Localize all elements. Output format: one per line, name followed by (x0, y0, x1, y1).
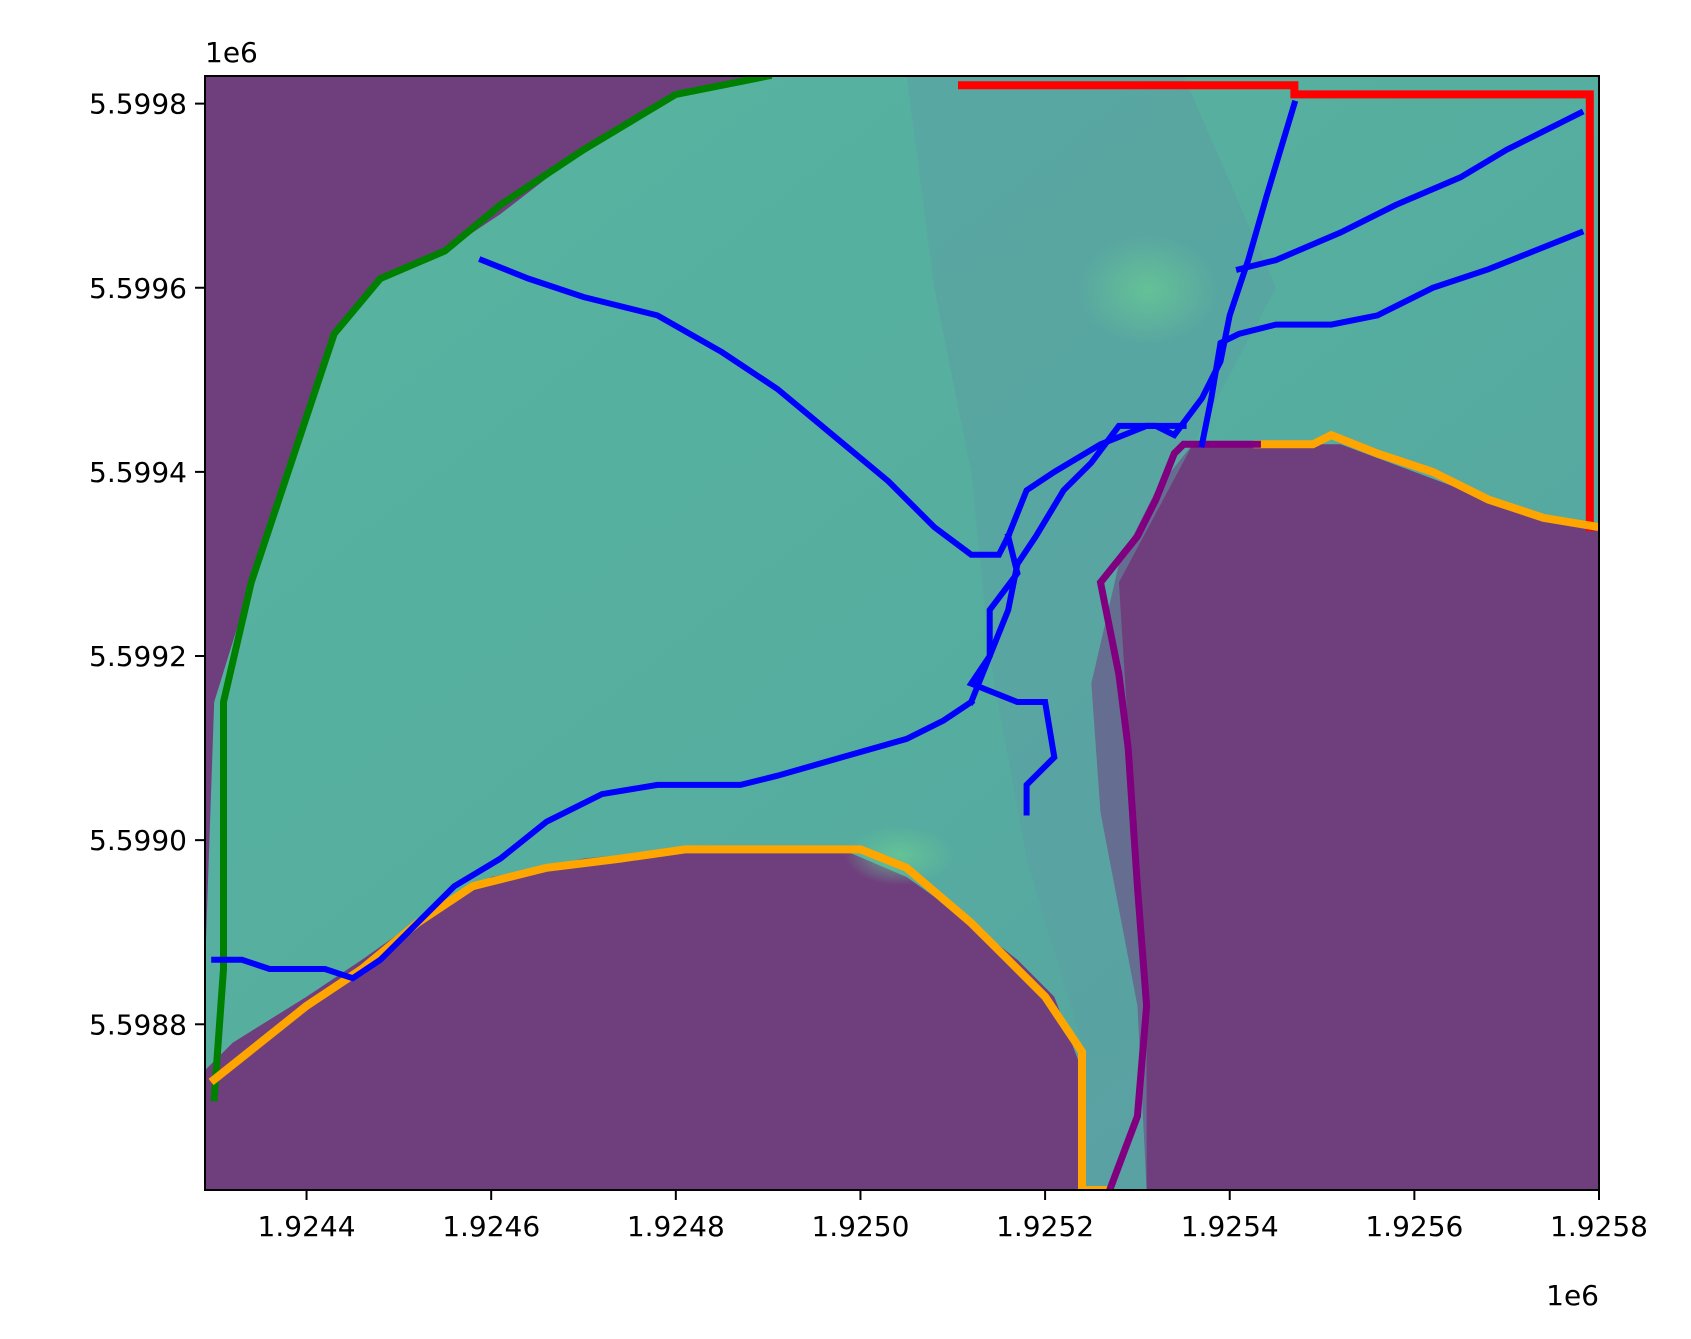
east-boundary-line (1096, 440, 1261, 1190)
channel-line (211, 697, 976, 982)
north-boundary (958, 81, 1594, 532)
west-boundary (210, 76, 773, 1102)
x-tick-label: 1.9244 (258, 1210, 356, 1243)
channel-line (1004, 422, 1187, 541)
x-tick-label: 1.9248 (627, 1210, 725, 1243)
y-axis: 5.5998 5.5996 5.5994 5.5992 5.5990 5.5988 (89, 88, 205, 1041)
channel-line (478, 256, 1013, 558)
x-tick-label: 1.9252 (996, 1210, 1094, 1243)
channel-network (211, 99, 1585, 982)
y-tick-label: 5.5990 (89, 824, 187, 857)
x-tick-label: 1.9254 (1181, 1210, 1279, 1243)
channel-line (1198, 228, 1585, 448)
terrain-raster (205, 76, 1599, 1190)
east-boundary (1096, 440, 1261, 1190)
south-boundary (208, 430, 1599, 1190)
y-tick-label: 5.5996 (89, 272, 187, 305)
y-tick-label: 5.5998 (89, 88, 187, 121)
west-boundary-line (210, 76, 773, 1102)
channel-line (1235, 108, 1585, 273)
valley-shading (906, 76, 1276, 1190)
y-offset-label: 1e6 (205, 36, 258, 69)
light-terrain-patch (1078, 235, 1218, 345)
x-axis: 1.9244 1.9246 1.9248 1.9250 1.9252 1.9254 1.92… (258, 1190, 1648, 1243)
axes-frame (204, 75, 1600, 1191)
x-tick-label: 1.9258 (1550, 1210, 1648, 1243)
y-tick-label: 5.5992 (89, 640, 187, 673)
north-boundary-line (958, 81, 1594, 532)
south-boundary-line (1253, 430, 1599, 532)
y-tick-label: 5.5988 (89, 1008, 187, 1041)
y-tick-label: 5.5994 (89, 456, 187, 489)
x-tick-label: 1.9246 (442, 1210, 540, 1243)
channel-line (967, 99, 1299, 706)
x-tick-label: 1.9256 (1365, 1210, 1463, 1243)
x-tick-label: 1.9250 (811, 1210, 909, 1243)
x-offset-label: 1e6 (1546, 1279, 1599, 1312)
light-terrain-patch (845, 825, 955, 885)
south-boundary-line (208, 845, 1114, 1190)
channel-line (966, 532, 1058, 816)
